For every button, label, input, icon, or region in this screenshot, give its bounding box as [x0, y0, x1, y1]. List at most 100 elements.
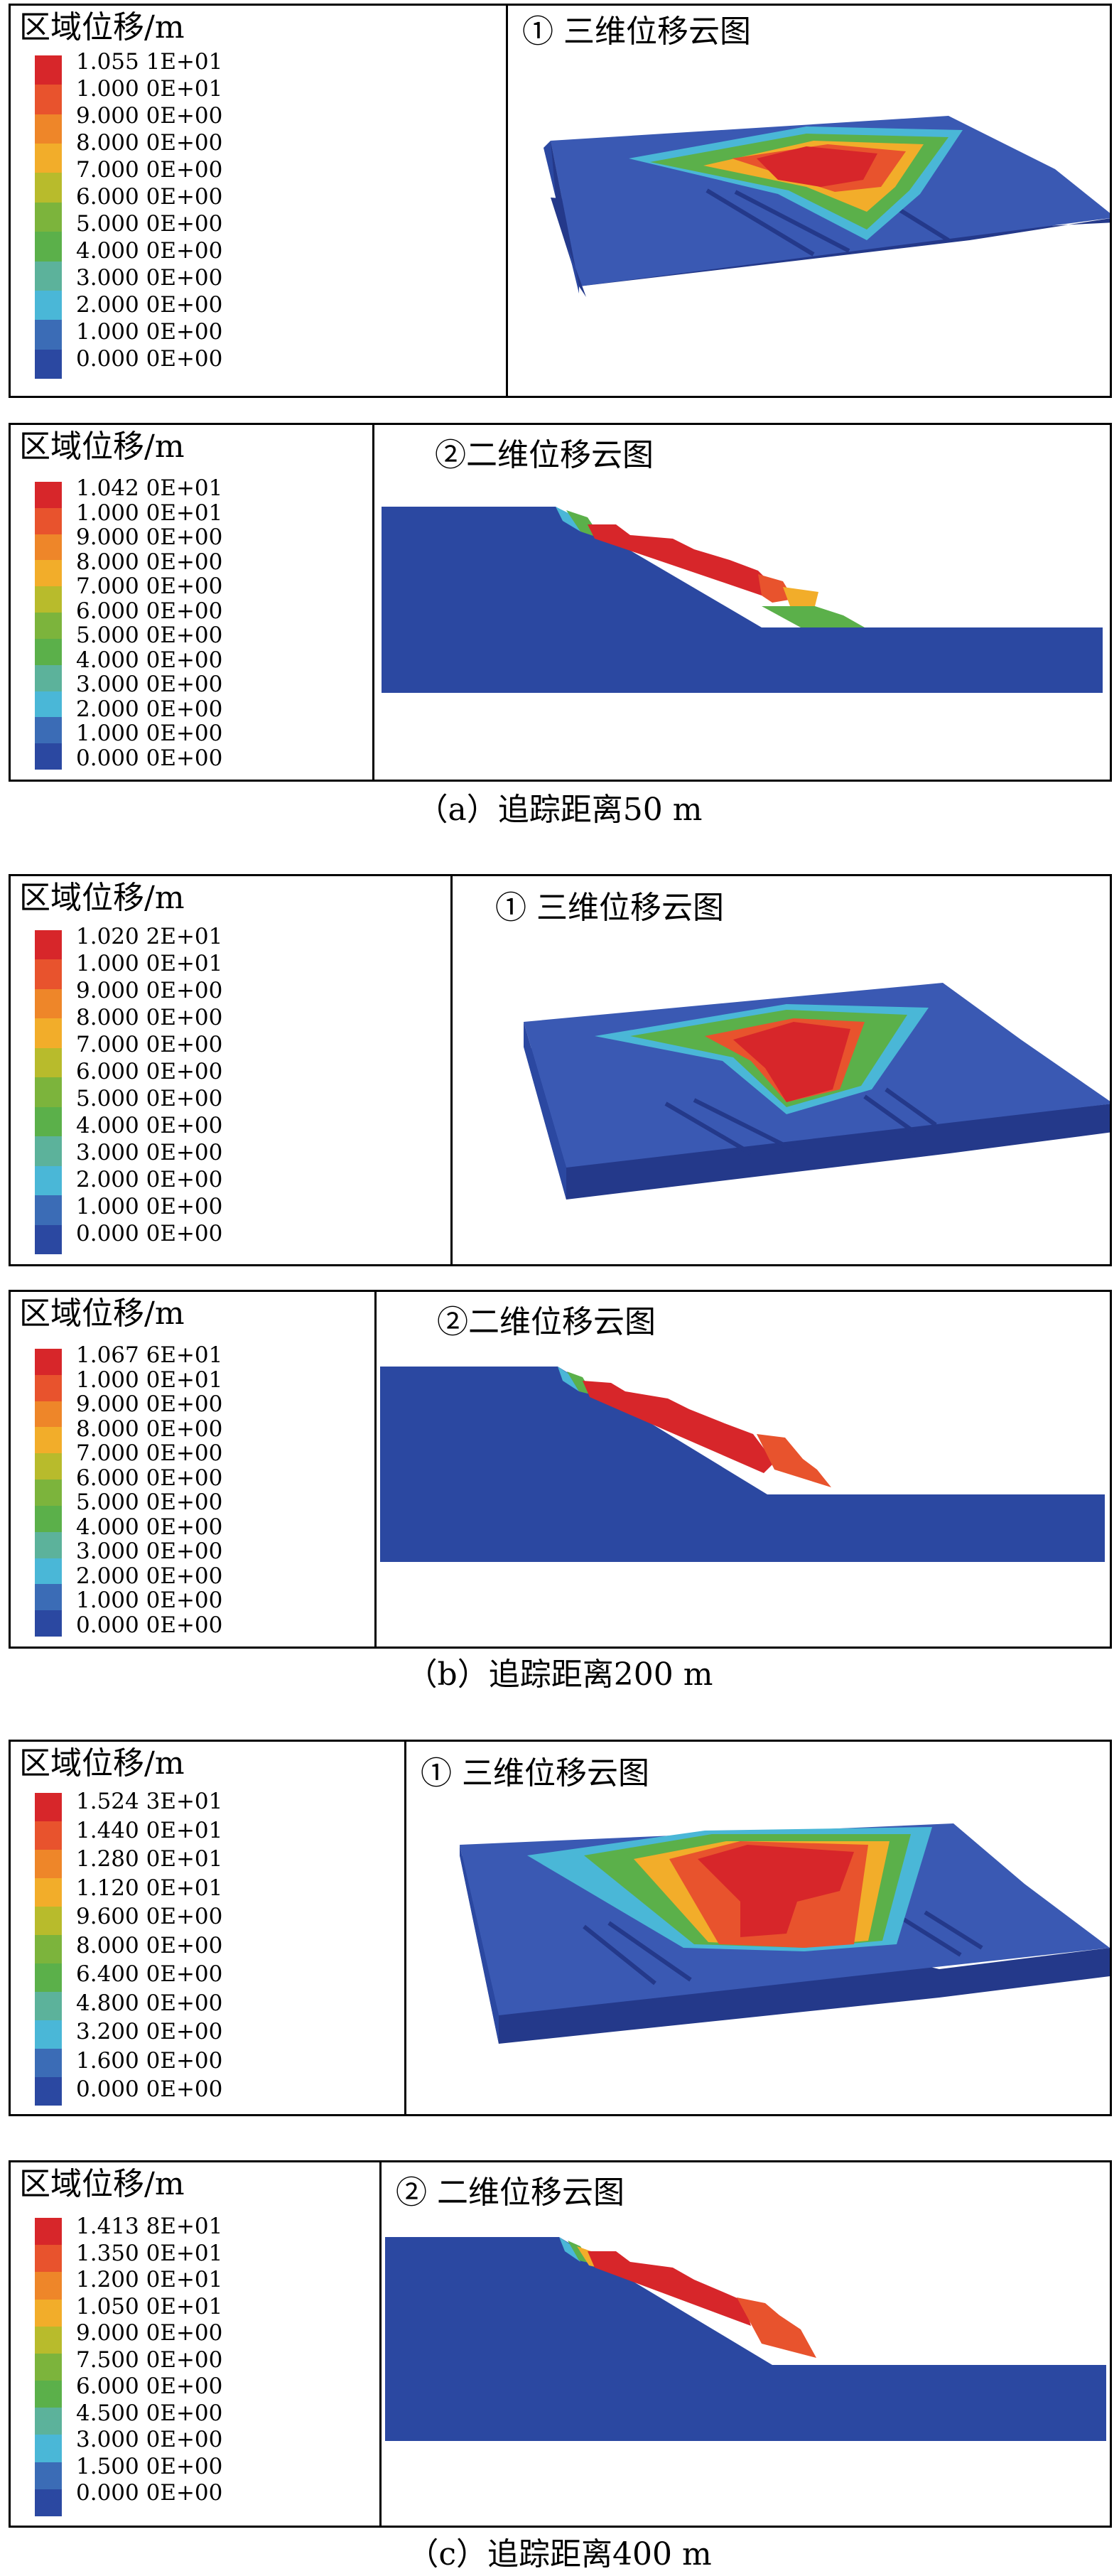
color-swatch — [35, 320, 62, 350]
color-swatch — [35, 2381, 62, 2408]
legend-label: 4.000 0E+00 — [76, 1514, 223, 1540]
view-3d: ① 三维位移云图 — [508, 6, 1110, 396]
legend-label: 7.000 0E+00 — [76, 573, 223, 599]
legend: 区域位移/m 1.413 8E+01 1.350 0E+01 1.200 0E+… — [11, 2162, 382, 2526]
slope-body — [382, 507, 1103, 693]
legend-label: 1.055 1E+01 — [76, 49, 223, 75]
slide-zone-red — [733, 1022, 850, 1102]
color-swatch — [35, 717, 62, 744]
legend-label: 1.000 0E+01 — [76, 500, 223, 526]
panel-c-3d: 区域位移/m 1.524 3E+01 1.440 0E+01 1.280 0E+… — [9, 1740, 1112, 2116]
legend-label: 5.000 0E+00 — [76, 211, 223, 237]
legend-label: 1.120 0E+01 — [76, 1875, 223, 1901]
color-swatch — [35, 202, 62, 232]
legend-label: 1.000 0E+01 — [76, 76, 223, 102]
view-title: ②二维位移云图 — [437, 1304, 656, 1340]
legend-label: 1.524 3E+01 — [76, 1789, 223, 1814]
view-title: ① 三维位移云图 — [421, 1755, 649, 1791]
legend-label: 1.020 2E+01 — [76, 924, 223, 949]
color-swatch — [35, 1610, 62, 1637]
color-swatch — [35, 1584, 62, 1611]
color-swatch — [35, 691, 62, 718]
color-swatch — [35, 1047, 62, 1078]
color-swatch — [35, 2462, 62, 2489]
legend-label: 1.350 0E+01 — [76, 2240, 223, 2266]
legend-label: 6.000 0E+00 — [76, 1059, 223, 1084]
color-swatch — [35, 1878, 62, 1907]
slide-zone-orange — [737, 2297, 816, 2358]
slope-body — [380, 1367, 1105, 1562]
color-swatch — [35, 2326, 62, 2354]
color-swatch — [35, 1453, 62, 1480]
legend-label: 3.000 0E+00 — [76, 672, 223, 697]
legend-labels: 1.524 3E+01 1.440 0E+01 1.280 0E+01 1.12… — [76, 1787, 222, 2104]
color-swatch — [35, 85, 62, 114]
color-swatch — [35, 1165, 62, 1196]
view-3d: ① 三维位移云图 — [453, 876, 1110, 1264]
color-swatch — [35, 988, 62, 1019]
legend-label: 5.000 0E+00 — [76, 1086, 223, 1111]
legend-label: 1.440 0E+01 — [76, 1817, 223, 1843]
legend-label: 1.067 6E+01 — [76, 1342, 223, 1368]
legend-label: 1.000 0E+01 — [76, 951, 223, 976]
color-swatch — [35, 1992, 62, 2020]
legend-label: 0.000 0E+00 — [76, 1221, 223, 1246]
legend-label: 4.800 0E+00 — [76, 1990, 223, 2016]
legend-label: 1.050 0E+01 — [76, 2293, 223, 2319]
caption-a: （a）追踪距离50 m — [416, 792, 703, 828]
legend-label: 1.000 0E+00 — [76, 319, 223, 345]
legend-labels: 1.042 0E+01 1.000 0E+01 9.000 0E+00 8.00… — [76, 476, 222, 770]
color-swatch — [35, 2077, 62, 2106]
color-scale — [35, 2218, 62, 2516]
color-swatch — [35, 1963, 62, 1992]
legend-label: 8.000 0E+00 — [76, 1416, 223, 1442]
color-swatch — [35, 1195, 62, 1225]
legend-label: 8.000 0E+00 — [76, 1932, 223, 1958]
slide-zone-red — [698, 1845, 854, 1937]
legend-label: 0.000 0E+00 — [76, 2480, 223, 2506]
color-swatch — [35, 2218, 62, 2246]
color-swatch — [35, 743, 62, 770]
panel-a-3d: 区域位移/m 1.055 1E+01 1.000 0E+01 9.000 0E+… — [9, 4, 1112, 398]
color-swatch — [35, 1018, 62, 1048]
color-swatch — [35, 1077, 62, 1107]
legend-label: 2.000 0E+00 — [76, 1167, 223, 1192]
color-swatch — [35, 507, 62, 534]
view-2d: ②二维位移云图 — [377, 1292, 1110, 1647]
legend-label: 6.000 0E+00 — [76, 2373, 223, 2399]
slide-zone-yellow — [783, 587, 818, 606]
legend-label: 8.000 0E+00 — [76, 130, 223, 156]
legend-label: 8.000 0E+00 — [76, 549, 223, 575]
color-swatch — [35, 482, 62, 508]
legend-label: 1.000 0E+00 — [76, 1588, 223, 1613]
model-front-wall — [524, 1022, 566, 1200]
color-scale — [35, 1349, 62, 1637]
color-swatch — [35, 2353, 62, 2381]
color-swatch — [35, 613, 62, 639]
color-swatch — [35, 1374, 62, 1401]
color-swatch — [35, 1558, 62, 1585]
legend: 区域位移/m 1.042 0E+01 1.000 0E+01 9.000 0E+… — [11, 425, 374, 780]
legend-label: 1.200 0E+01 — [76, 2267, 223, 2292]
legend-label: 9.000 0E+00 — [76, 1391, 223, 1417]
legend-title: 区域位移/m — [19, 880, 185, 916]
color-swatch — [35, 930, 62, 960]
model-front-wall — [460, 1845, 499, 2044]
legend-label: 7.000 0E+00 — [76, 157, 223, 183]
color-swatch — [35, 1224, 62, 1254]
color-swatch — [35, 638, 62, 665]
slide-zone-red — [583, 1381, 774, 1473]
legend-label: 1.500 0E+00 — [76, 2453, 223, 2479]
color-swatch — [35, 232, 62, 262]
model-front-wall — [551, 141, 586, 297]
color-swatch — [35, 349, 62, 379]
slide-zone-cyan — [556, 507, 580, 532]
legend-label: 1.000 0E+01 — [76, 1367, 223, 1393]
legend-title: 区域位移/m — [19, 2166, 185, 2202]
slide-zone-orange — [757, 1434, 831, 1487]
legend-label: 3.000 0E+00 — [76, 1140, 223, 1165]
legend-label: 1.280 0E+01 — [76, 1846, 223, 1872]
panel-a-2d: 区域位移/m 1.042 0E+01 1.000 0E+01 9.000 0E+… — [9, 423, 1112, 782]
legend: 区域位移/m 1.020 2E+01 1.000 0E+01 9.000 0E+… — [11, 876, 453, 1264]
color-swatch — [35, 55, 62, 85]
